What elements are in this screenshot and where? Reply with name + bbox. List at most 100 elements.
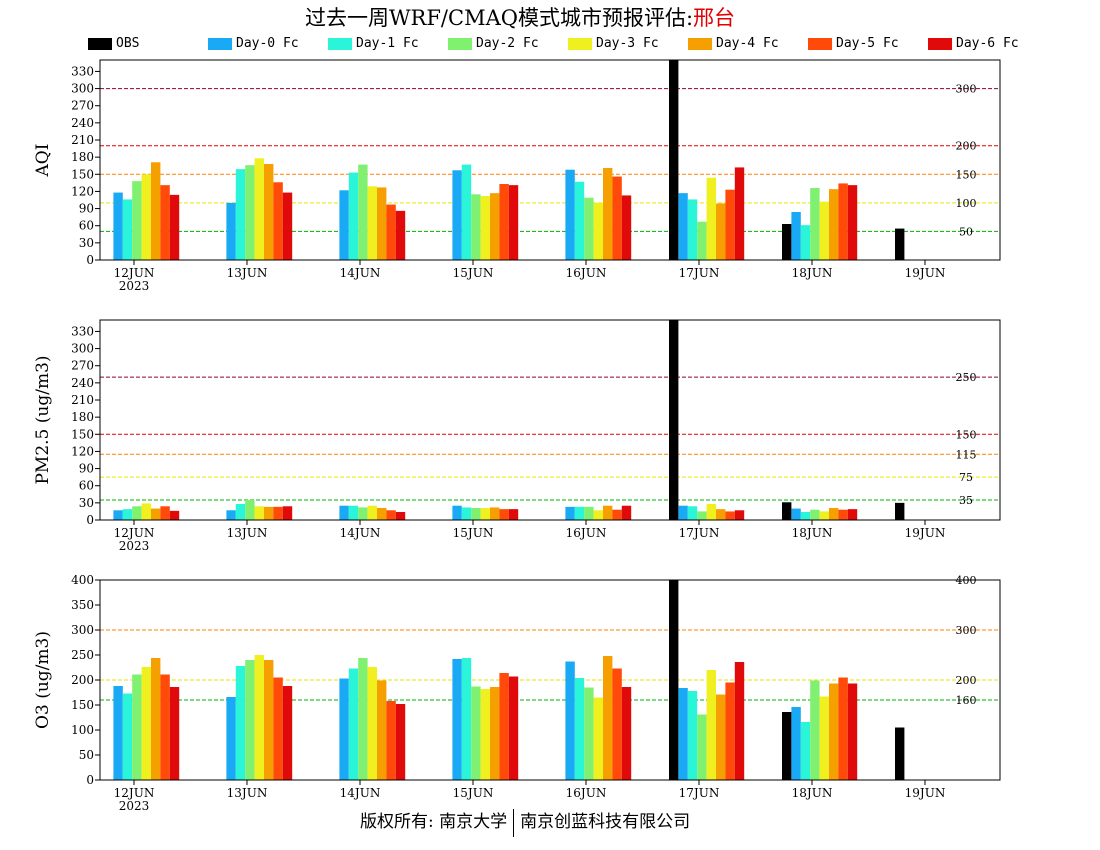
bar [452,659,462,780]
x-tick-label: 12JUN [114,786,155,800]
bar [603,656,613,780]
bar [838,183,848,260]
legend-swatch [928,37,952,50]
y-tick-label: 350 [71,598,94,612]
bar [499,509,509,520]
legend-item-day-4-fc: Day-4 Fc [688,36,779,54]
x-year-label: 2023 [119,539,150,553]
bar [377,187,387,260]
legend-item-day-5-fc: Day-5 Fc [808,36,899,54]
bar [358,164,368,260]
x-tick-label: 16JUN [566,266,607,280]
bar [725,189,735,260]
bar [669,320,679,520]
bar [254,506,264,520]
x-tick-label: 13JUN [227,786,268,800]
threshold-label: 200 [956,140,977,153]
bar [895,727,905,780]
x-tick-label: 12JUN [114,266,155,280]
y-tick-label: 330 [71,64,94,78]
bar [339,505,349,520]
bar [461,507,472,520]
bar [819,201,829,260]
bar [706,177,716,260]
bar [480,508,490,520]
bar [141,503,151,520]
title-prefix: 过去一周WRF/CMAQ模式城市预报评估: [304,6,694,30]
bar [810,188,820,260]
x-tick-label: 15JUN [453,526,494,540]
bar [716,509,726,520]
y-tick-label: 240 [71,376,94,390]
y-tick-label: 270 [71,99,94,113]
bar [273,506,283,520]
bar [348,668,359,780]
bar [264,506,274,520]
bar [245,165,255,260]
x-tick-label: 12JUN [114,526,155,540]
bar [245,500,255,520]
bar [716,694,726,780]
bar [367,667,377,780]
bar [471,508,481,520]
legend-item-obs: OBS [88,36,139,54]
threshold-label: 150 [956,428,977,441]
x-year-label: 2023 [119,279,150,293]
threshold-label: 100 [956,197,977,210]
bar [395,704,406,780]
y-tick-label: 60 [79,479,94,493]
bar [800,512,811,520]
bar [358,507,368,520]
y-tick-label: 330 [71,324,94,338]
bar [377,680,387,780]
bar [847,683,858,780]
bar [169,510,180,520]
y-tick-label: 30 [79,236,94,250]
y-tick-label: 0 [86,513,94,527]
y-tick-label: 100 [71,723,94,737]
bar [480,196,490,260]
bar [791,707,801,780]
legend-item-day-6-fc: Day-6 Fc [928,36,1019,54]
bar [490,507,500,520]
bar [452,170,462,260]
bar [226,510,236,520]
bar [113,510,123,520]
bar [734,510,745,520]
bar [395,210,406,260]
y-tick-label: 210 [71,133,94,147]
bar [132,181,142,260]
threshold-label: 300 [956,83,977,96]
x-tick-label: 17JUN [679,266,720,280]
bar [829,683,839,780]
bar [829,508,839,520]
bar [151,162,161,260]
bar [245,660,255,780]
x-tick-label: 17JUN [679,526,720,540]
legend-item-day-2-fc: Day-2 Fc [448,36,539,54]
legend: OBS Day-0 Fc Day-1 Fc Day-2 Fc Day-3 Fc Day-4… [88,36,1088,54]
bar [273,677,283,780]
x-tick-label: 14JUN [340,526,381,540]
y-tick-label: 150 [71,698,94,712]
y-tick-label: 180 [71,410,94,424]
legend-label: Day-0 Fc [236,36,299,51]
legend-swatch [208,37,232,50]
bar [565,169,575,260]
bar [282,506,293,520]
bar [593,510,603,520]
bar [282,686,293,780]
bar [122,199,133,260]
bar [122,693,133,780]
y-tick-label: 270 [71,359,94,373]
legend-label: OBS [116,36,140,51]
bar [151,508,161,520]
bar [264,164,274,260]
bar [593,697,603,780]
bar [490,687,500,780]
legend-label: Day-3 Fc [596,36,659,51]
bar [499,184,509,260]
bar [132,506,142,520]
x-tick-label: 15JUN [453,786,494,800]
